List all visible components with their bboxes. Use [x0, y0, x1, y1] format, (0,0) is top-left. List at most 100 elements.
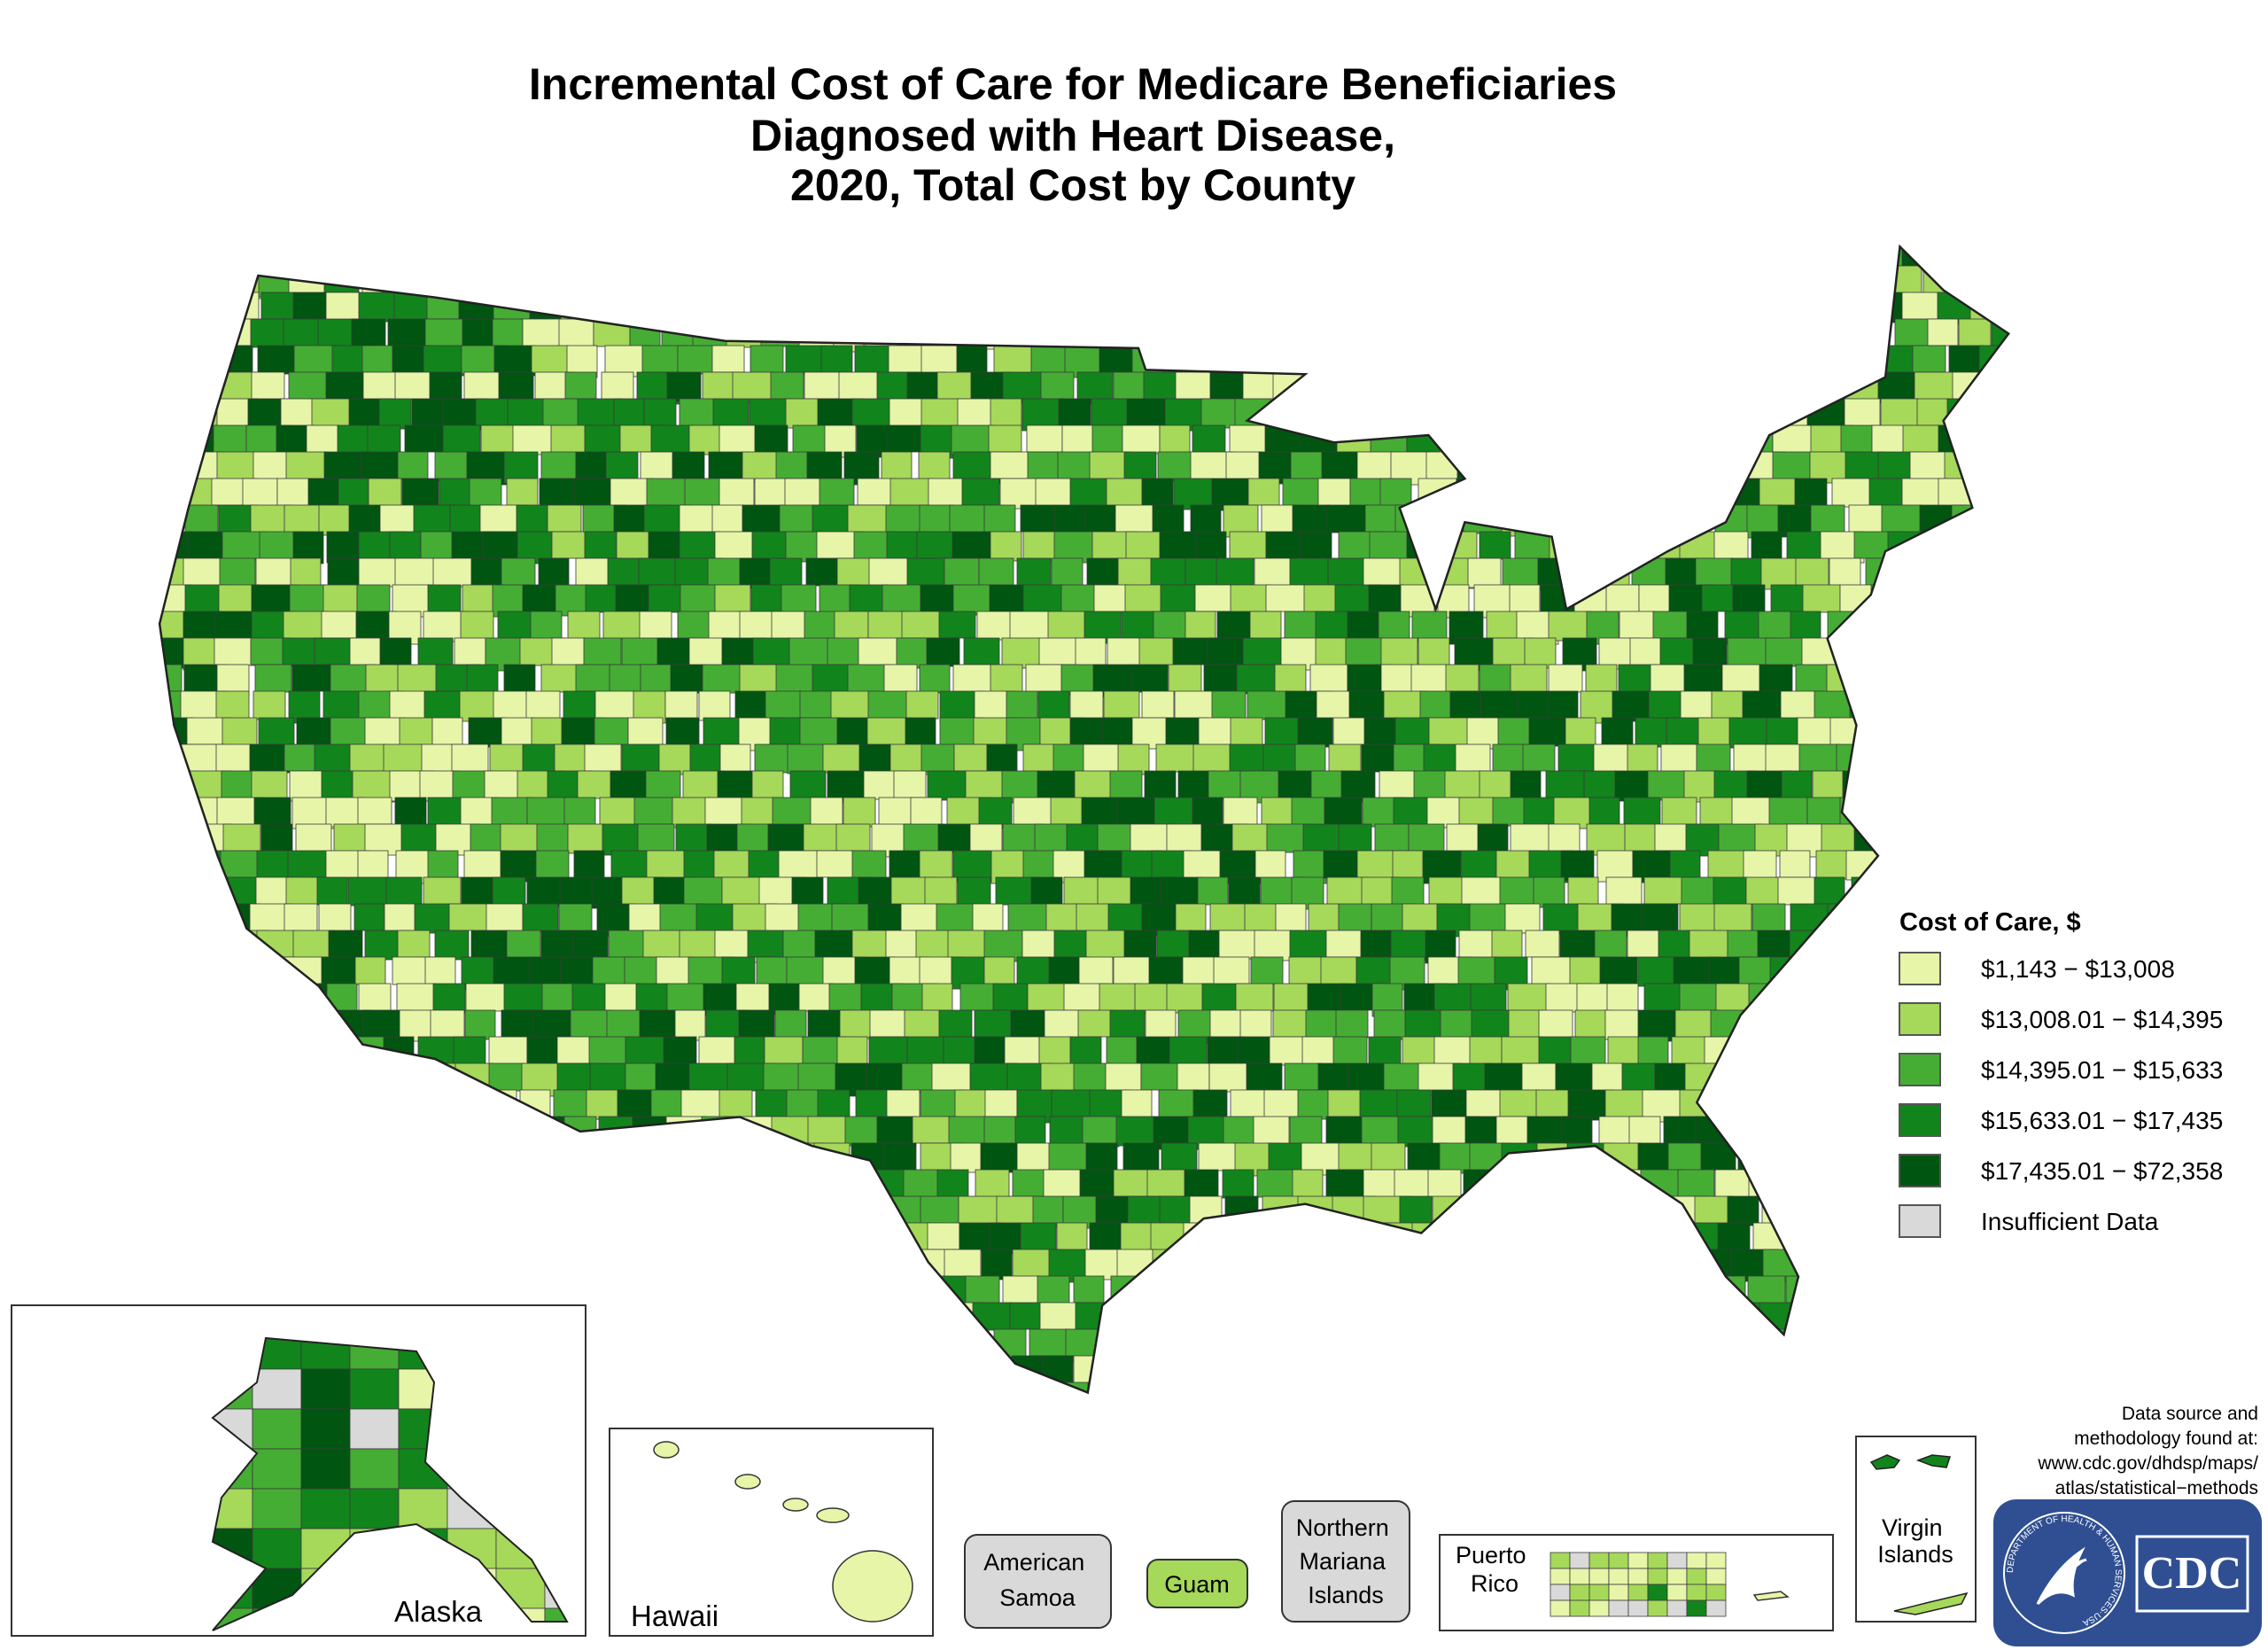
county	[1073, 1275, 1105, 1304]
county	[1811, 345, 1860, 379]
county	[1991, 318, 2009, 348]
county	[460, 1142, 494, 1175]
county	[1616, 1222, 1657, 1255]
county	[1669, 850, 1701, 880]
county	[1440, 1355, 1488, 1389]
county	[1437, 265, 1477, 300]
county	[1605, 1169, 1647, 1202]
county	[1705, 451, 1751, 484]
county	[1187, 1249, 1229, 1278]
county	[957, 398, 997, 428]
county	[1379, 1355, 1414, 1386]
county	[1379, 770, 1418, 802]
county	[824, 1381, 856, 1393]
county	[500, 823, 540, 856]
county	[1706, 424, 1754, 455]
county	[703, 1169, 737, 1199]
county	[1473, 1328, 1514, 1363]
county	[1759, 478, 1798, 510]
county	[1775, 292, 1811, 325]
county	[1703, 292, 1751, 324]
county	[1867, 717, 1899, 750]
legend-title: Cost of Care, $	[1899, 908, 2081, 937]
county	[1534, 1275, 1579, 1309]
county	[1335, 1009, 1369, 1039]
county	[701, 1116, 740, 1148]
county	[954, 1089, 990, 1120]
county	[1692, 637, 1728, 667]
county	[901, 1062, 935, 1094]
county	[1180, 246, 1222, 272]
county	[522, 318, 563, 347]
county	[469, 1195, 507, 1228]
county	[1379, 1302, 1412, 1334]
county	[322, 1062, 360, 1091]
county	[251, 1222, 299, 1250]
county	[1932, 557, 1964, 589]
county	[1233, 345, 1278, 376]
county	[1833, 1116, 1865, 1147]
county	[381, 1275, 428, 1307]
county	[1262, 1195, 1303, 1230]
county	[1595, 1195, 1642, 1227]
county	[1767, 246, 1811, 271]
county	[1638, 424, 1681, 453]
county	[816, 1195, 857, 1226]
county	[1985, 876, 2009, 909]
county	[656, 956, 693, 986]
county	[187, 1036, 225, 1065]
county	[466, 664, 499, 694]
county	[356, 1169, 403, 1198]
county	[1557, 743, 1595, 772]
county	[947, 930, 987, 959]
borough	[252, 1488, 302, 1529]
county	[389, 531, 422, 564]
county	[383, 1089, 422, 1119]
county	[1321, 292, 1358, 320]
county	[1044, 265, 1092, 298]
county	[326, 983, 358, 1014]
municipio	[1608, 1584, 1629, 1601]
legend-label: $15,633.01 − $17,435	[1981, 1107, 2223, 1134]
county	[1210, 1302, 1259, 1335]
county	[1383, 1062, 1423, 1091]
county	[462, 1169, 507, 1197]
county	[259, 983, 304, 1015]
county	[1527, 1249, 1565, 1278]
county	[558, 246, 600, 267]
county	[628, 903, 665, 935]
county	[1588, 478, 1634, 512]
county	[159, 1222, 182, 1253]
county	[1531, 956, 1578, 985]
county	[1238, 1355, 1277, 1384]
county	[1284, 1062, 1322, 1091]
county	[1911, 797, 1953, 831]
county	[1012, 1169, 1048, 1197]
borough	[349, 1368, 400, 1410]
county	[1492, 743, 1526, 774]
county	[428, 1116, 463, 1144]
county	[791, 1275, 835, 1304]
county	[839, 265, 888, 298]
county	[1076, 292, 1113, 326]
county	[669, 1355, 704, 1387]
county	[666, 1222, 702, 1255]
territory-label: Guam	[1164, 1571, 1230, 1598]
county	[452, 1222, 490, 1253]
county	[357, 1062, 395, 1093]
county	[1832, 246, 1872, 269]
county	[1051, 1089, 1092, 1119]
county	[1858, 1275, 1894, 1309]
county	[428, 246, 462, 269]
county	[1578, 371, 1618, 401]
county	[1973, 850, 2009, 880]
county	[531, 345, 570, 374]
county	[680, 1142, 725, 1172]
county	[556, 1222, 596, 1253]
county	[1946, 743, 1990, 776]
county	[1122, 424, 1161, 455]
county	[1713, 903, 1752, 933]
county	[322, 690, 366, 720]
county	[501, 1009, 539, 1040]
